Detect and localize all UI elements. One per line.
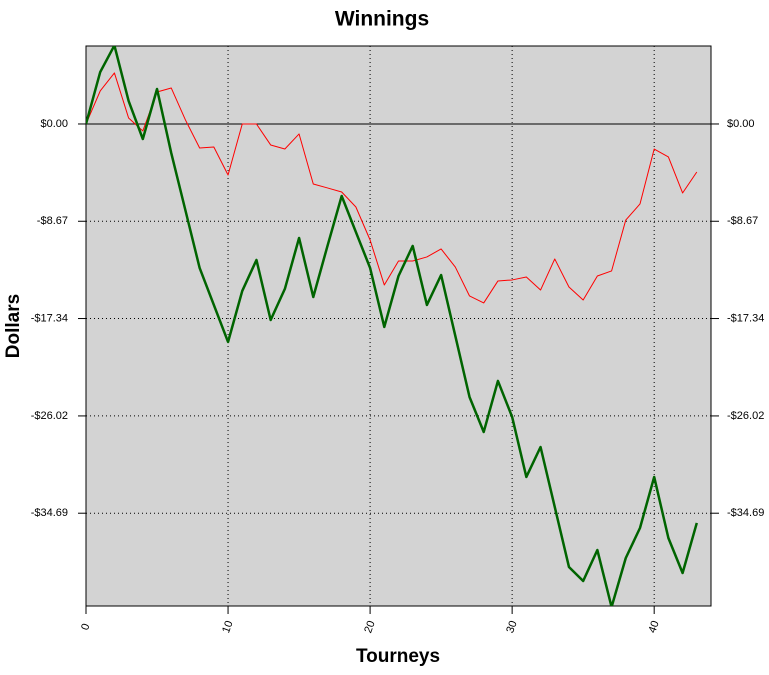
y-tick-label-right: -$34.69: [727, 507, 764, 519]
series-group: [86, 46, 698, 606]
x-tick-label: 20: [362, 619, 377, 635]
y-tick-label-right: -$17.34: [727, 312, 764, 324]
plot-area: [85, 45, 712, 607]
x-tick-label: 30: [504, 619, 519, 635]
x-tick-label: 0: [79, 622, 92, 632]
x-axis-title: Tourneys: [356, 646, 440, 667]
y-tick-label-right: -$26.02: [727, 410, 764, 422]
y-tick-label-right: $0.00: [727, 118, 755, 130]
y-tick-label: -$8.67: [37, 215, 68, 227]
y-tick-label: -$17.34: [31, 312, 68, 324]
x-tick-label: 10: [220, 619, 235, 635]
series-line: [86, 46, 698, 606]
y-axis-title: Dollars: [3, 294, 24, 358]
y-tick-label: $0.00: [40, 118, 68, 130]
y-tick-label: -$34.69: [31, 507, 68, 519]
y-tick-label: -$26.02: [31, 410, 68, 422]
y-tick-label-right: -$8.67: [727, 215, 758, 227]
series-line: [86, 72, 698, 304]
x-tick-label: 40: [646, 619, 661, 635]
chart-title: Winnings: [335, 8, 429, 31]
